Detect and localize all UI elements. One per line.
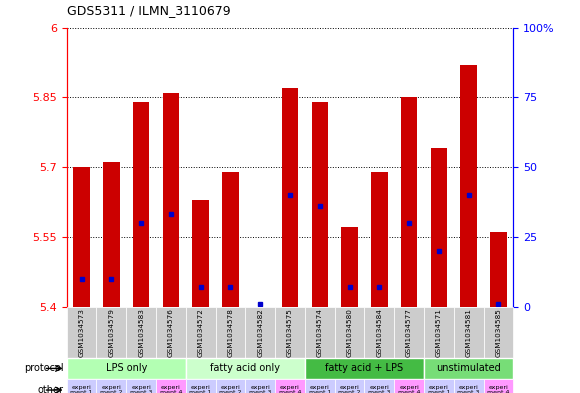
Text: other: other [38,385,64,393]
Text: GSM1034572: GSM1034572 [198,308,204,356]
Bar [342,228,358,307]
Text: GSM1034573: GSM1034573 [78,308,85,356]
Text: experi
ment 2: experi ment 2 [219,385,242,393]
Text: GSM1034574: GSM1034574 [317,308,323,356]
Text: experi
ment 3: experi ment 3 [458,385,480,393]
Bar [103,162,119,307]
Text: GSM1034579: GSM1034579 [108,308,114,356]
Text: GSM1034577: GSM1034577 [406,308,412,356]
Text: GSM1034582: GSM1034582 [257,308,263,356]
Text: GSM1034576: GSM1034576 [168,308,174,356]
Bar [74,167,90,307]
Bar [371,172,387,307]
Text: experi
ment 2: experi ment 2 [100,385,122,393]
Text: experi
ment 4: experi ment 4 [398,385,420,393]
Text: LPS only: LPS only [106,364,147,373]
Text: experi
ment 1: experi ment 1 [309,385,331,393]
Text: experi
ment 2: experi ment 2 [338,385,361,393]
Text: GSM1034575: GSM1034575 [287,308,293,356]
Text: GSM1034584: GSM1034584 [376,308,382,356]
Text: GSM1034585: GSM1034585 [495,308,502,356]
Bar [461,65,477,307]
Text: GSM1034580: GSM1034580 [346,308,353,356]
Text: GSM1034571: GSM1034571 [436,308,442,356]
Bar [282,88,298,307]
Text: fatty acid only: fatty acid only [211,364,280,373]
Text: experi
ment 3: experi ment 3 [130,385,153,393]
Text: GSM1034581: GSM1034581 [466,308,472,356]
Bar [222,172,238,307]
Bar [311,102,328,307]
Text: experi
ment 4: experi ment 4 [487,385,510,393]
Text: protocol: protocol [24,364,64,373]
Text: experi
ment 4: experi ment 4 [279,385,301,393]
Text: GSM1034583: GSM1034583 [138,308,144,356]
Text: fatty acid + LPS: fatty acid + LPS [325,364,404,373]
Text: GSM1034578: GSM1034578 [227,308,234,356]
Text: experi
ment 4: experi ment 4 [160,385,182,393]
Bar [490,232,506,307]
Text: experi
ment 1: experi ment 1 [427,385,450,393]
Text: unstimulated: unstimulated [436,364,501,373]
Bar [431,149,447,307]
Text: experi
ment 1: experi ment 1 [190,385,212,393]
Text: GDS5311 / ILMN_3110679: GDS5311 / ILMN_3110679 [67,4,230,17]
Bar [133,102,149,307]
Text: experi
ment 3: experi ment 3 [249,385,271,393]
Bar [163,93,179,307]
Bar [401,97,417,307]
Bar [193,200,209,307]
Text: experi
ment 1: experi ment 1 [70,385,93,393]
Text: experi
ment 3: experi ment 3 [368,385,390,393]
